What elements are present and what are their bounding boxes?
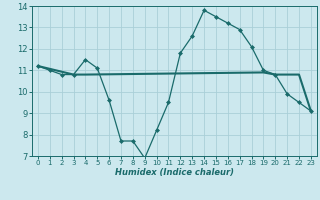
X-axis label: Humidex (Indice chaleur): Humidex (Indice chaleur) <box>115 168 234 177</box>
